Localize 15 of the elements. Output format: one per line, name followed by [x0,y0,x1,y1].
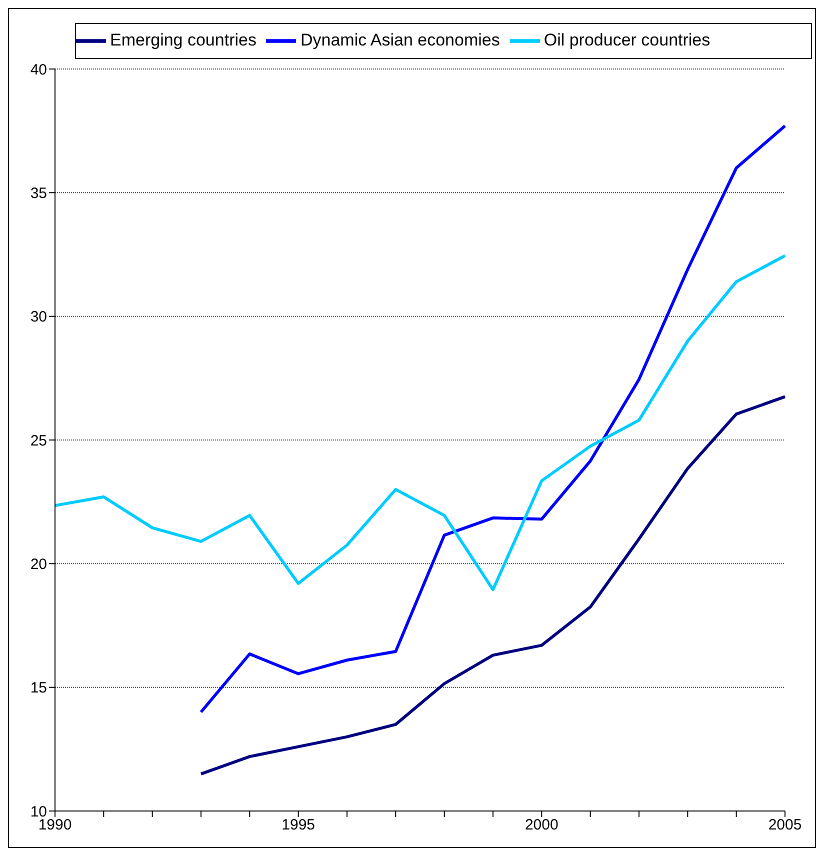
y-tick-label: 30 [30,308,47,326]
line-series [200,395,786,776]
line-series [200,124,786,714]
y-tick-label: 20 [30,556,47,573]
legend-label: Oil producer countries [544,30,710,50]
y-tick-label: 40 [30,61,47,78]
y-tick-label: 35 [30,184,47,202]
x-tick-label: 2000 [524,816,558,834]
legend-label: Emerging countries [110,30,256,50]
x-tick-label: 1995 [282,816,316,834]
x-tick-label: 2005 [768,816,802,834]
y-tick-label: 15 [30,680,47,697]
y-tick-label: 25 [30,432,47,450]
line-series [54,254,786,592]
legend-label: Dynamic Asian economies [300,30,500,50]
